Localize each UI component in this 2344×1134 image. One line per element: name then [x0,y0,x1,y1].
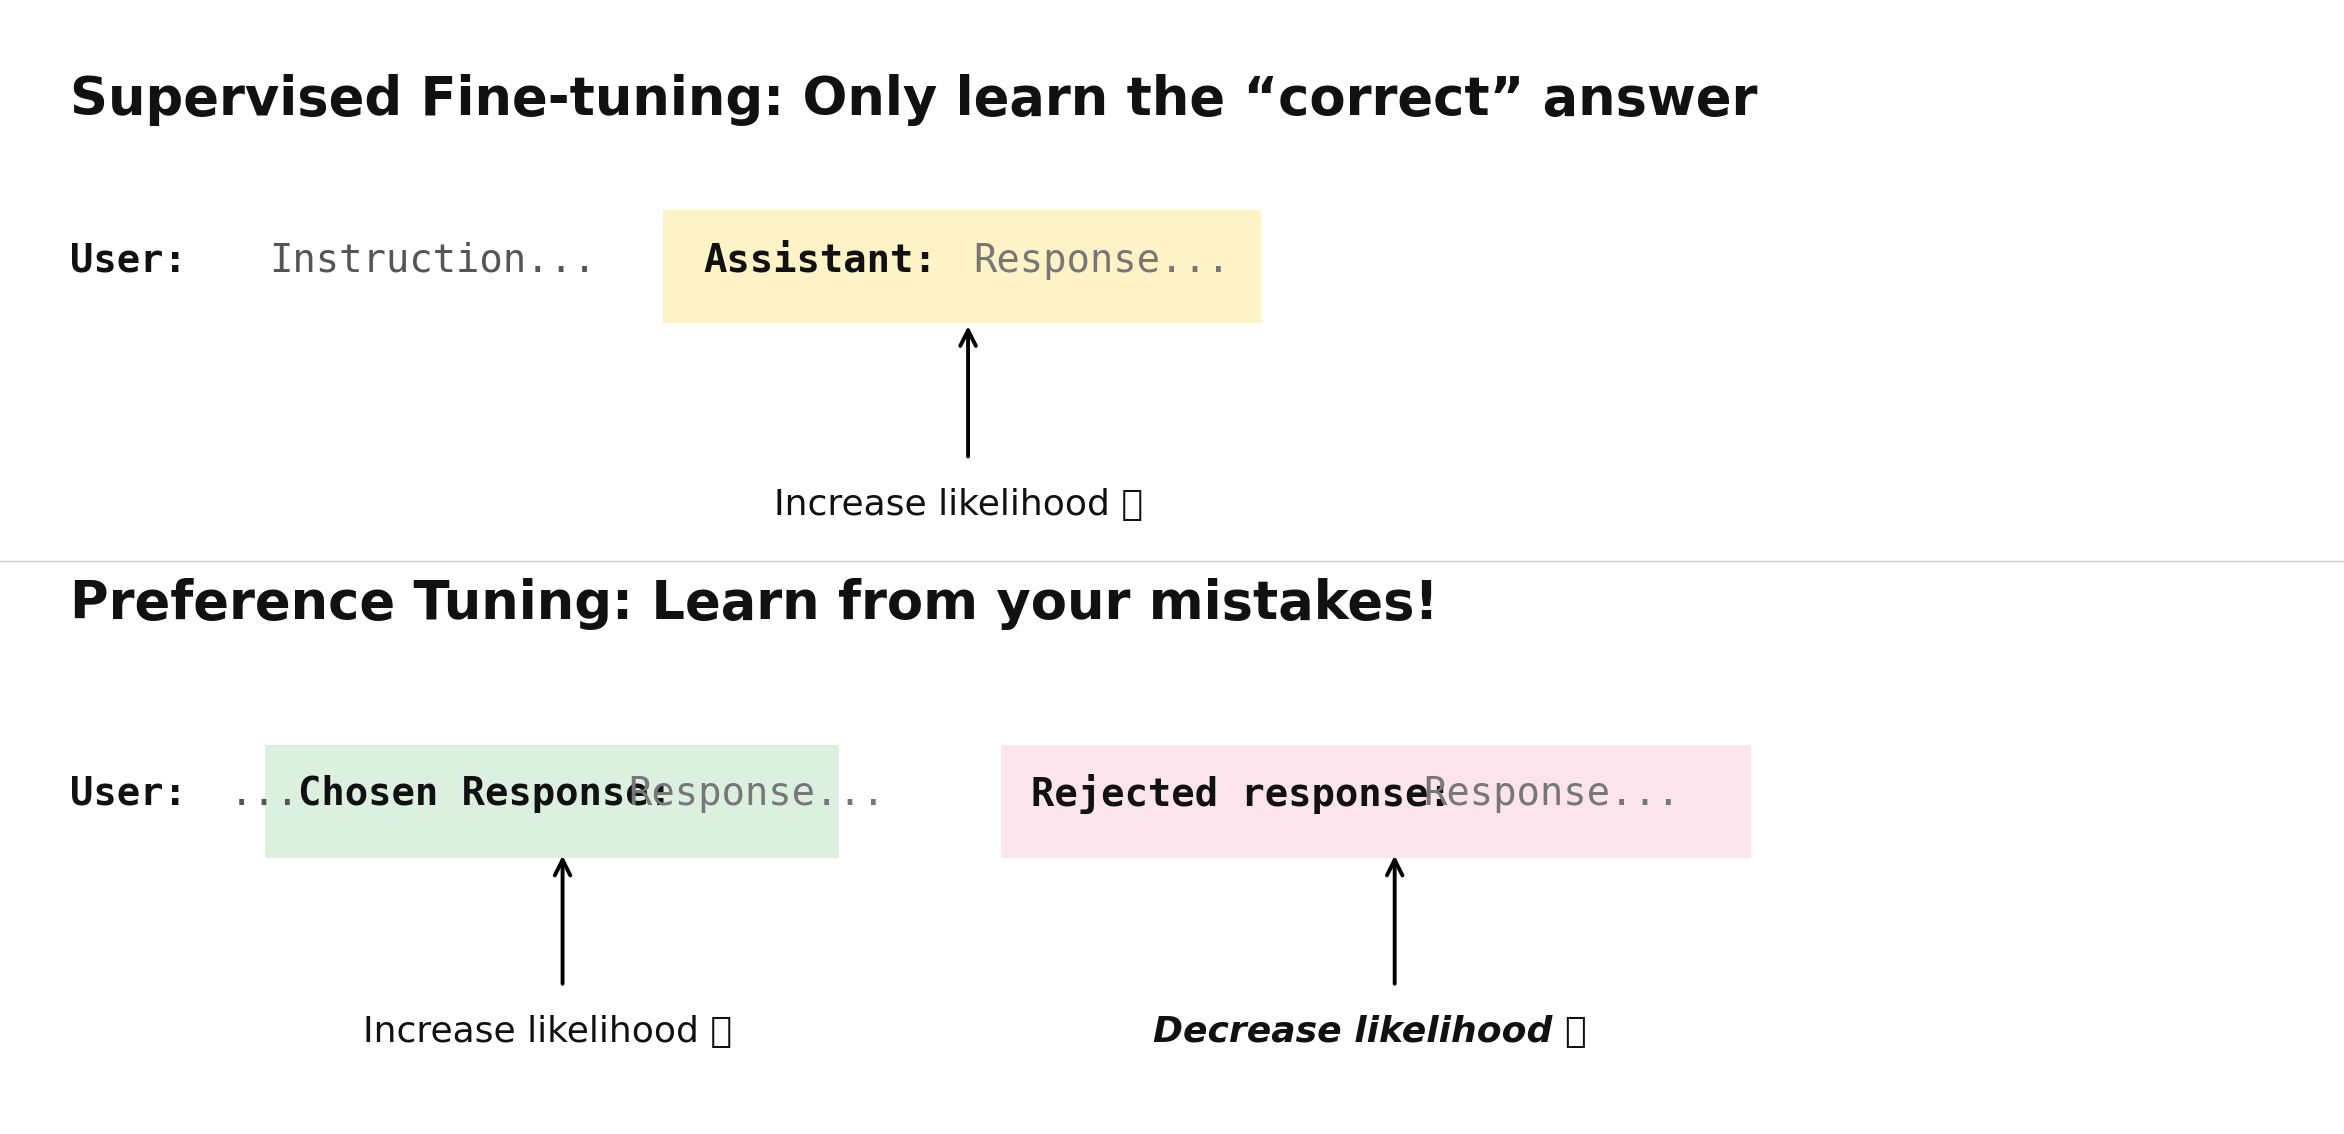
Text: Response...: Response... [628,775,886,813]
Text: Increase likelihood 👍: Increase likelihood 👍 [774,488,1142,522]
Text: Supervised Fine-tuning: Only learn the “correct” answer: Supervised Fine-tuning: Only learn the “… [70,74,1758,126]
Text: ...: ... [230,775,300,813]
Text: Preference Tuning: Learn from your mistakes!: Preference Tuning: Learn from your mista… [70,578,1439,631]
Text: Response...: Response... [1423,775,1681,813]
Text: Decrease likelihood 👎: Decrease likelihood 👎 [1153,1015,1587,1049]
Text: Response...: Response... [973,242,1231,280]
FancyBboxPatch shape [265,745,839,858]
Text: Assistant:: Assistant: [703,242,938,280]
Text: Rejected response:: Rejected response: [1031,773,1453,814]
Text: Increase likelihood 👍: Increase likelihood 👍 [363,1015,731,1049]
FancyBboxPatch shape [663,210,1261,323]
Text: User:: User: [70,775,188,813]
Text: User:: User: [70,242,188,280]
FancyBboxPatch shape [1001,745,1751,858]
Text: Chosen Response:: Chosen Response: [298,775,673,813]
Text: Instruction...: Instruction... [270,242,598,280]
